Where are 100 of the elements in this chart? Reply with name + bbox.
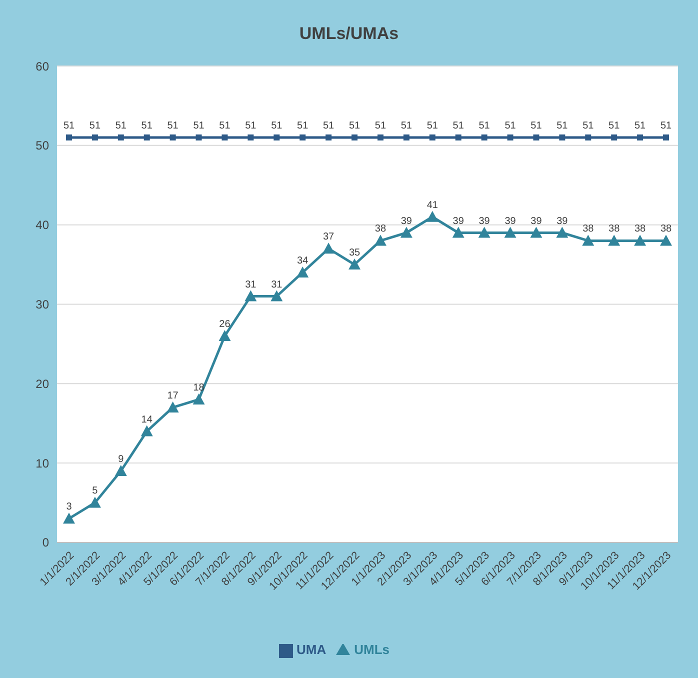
data-label: 51 [608, 120, 620, 132]
y-tick-label: 20 [36, 376, 50, 391]
data-label: 9 [118, 454, 124, 465]
y-tick-label: 30 [36, 297, 50, 312]
data-label: 51 [89, 120, 101, 132]
point [660, 234, 672, 246]
point [196, 134, 202, 140]
data-label: 51 [504, 120, 516, 132]
point [274, 134, 280, 140]
data-label: 39 [478, 216, 490, 227]
point [608, 234, 620, 246]
point [348, 258, 361, 270]
data-label: 39 [400, 216, 412, 227]
data-label: 41 [426, 200, 438, 211]
point [270, 290, 283, 302]
data-label: 37 [323, 232, 335, 243]
data-label: 51 [167, 120, 179, 132]
data-label: 51 [634, 120, 646, 132]
point [507, 134, 514, 140]
point [66, 134, 72, 140]
point [429, 134, 436, 140]
point [634, 234, 646, 246]
data-label: 39 [530, 216, 542, 227]
y-tick-label: 60 [36, 59, 50, 74]
point [326, 134, 332, 140]
data-label: 38 [608, 224, 620, 235]
data-label: 51 [478, 120, 490, 132]
point [377, 134, 384, 140]
point [244, 290, 257, 302]
y-tick-label: 0 [42, 536, 50, 550]
point [222, 134, 228, 140]
point [478, 226, 490, 238]
data-label: 17 [167, 390, 179, 402]
point [403, 134, 410, 140]
data-label: 5 [92, 486, 98, 497]
data-label: 51 [297, 120, 309, 132]
point [92, 134, 98, 140]
point [611, 134, 618, 140]
point [144, 134, 150, 140]
data-label: 35 [348, 248, 361, 259]
point [559, 134, 566, 140]
point [426, 210, 438, 222]
data-label: 51 [374, 120, 386, 132]
point [585, 134, 592, 140]
data-label: 51 [556, 120, 568, 132]
point [322, 242, 335, 254]
data-label: 39 [556, 216, 568, 227]
data-label: 51 [63, 120, 75, 132]
point [218, 330, 231, 341]
point [504, 226, 516, 238]
point [582, 234, 594, 246]
data-label: 14 [141, 414, 153, 426]
data-label: 31 [245, 279, 257, 290]
point [452, 226, 464, 238]
y-tick-label: 50 [36, 138, 50, 153]
point [455, 134, 462, 140]
point [374, 234, 386, 246]
legend-label: UMLs [354, 642, 390, 658]
point [118, 134, 124, 140]
point [663, 134, 669, 140]
data-label: 51 [193, 120, 205, 132]
data-label: 51 [582, 120, 594, 132]
data-label: 39 [504, 216, 516, 227]
data-label: 38 [660, 224, 672, 235]
point [637, 134, 644, 140]
data-label: 51 [452, 120, 464, 132]
point [530, 226, 542, 238]
point [63, 512, 75, 524]
data-label: 51 [530, 120, 542, 132]
data-label: 51 [141, 120, 153, 132]
point [248, 134, 254, 140]
point [296, 266, 309, 278]
legend-label: UMA [296, 642, 326, 658]
y-tick-label: 10 [36, 456, 50, 470]
data-label: 26 [219, 318, 231, 330]
chart-title: UMLs/UMAs [298, 24, 400, 44]
data-label: 31 [271, 279, 283, 290]
data-label: 51 [271, 120, 283, 132]
point [88, 496, 101, 508]
data-label: 51 [400, 120, 412, 132]
data-label: 51 [348, 120, 361, 132]
data-label: 39 [452, 216, 464, 227]
data-label: 51 [323, 120, 335, 132]
point [533, 134, 540, 140]
data-label: 51 [245, 120, 257, 132]
point [114, 464, 127, 476]
point [481, 134, 488, 140]
data-label: 3 [66, 502, 72, 513]
point [556, 226, 568, 238]
point [352, 134, 358, 140]
point [300, 134, 306, 140]
data-label: 38 [374, 224, 386, 235]
data-label: 51 [660, 120, 672, 132]
data-label: 51 [219, 120, 231, 132]
data-label: 51 [426, 120, 438, 132]
y-tick-label: 40 [36, 218, 50, 232]
data-label: 38 [634, 224, 646, 235]
point [400, 226, 412, 238]
point [140, 425, 153, 436]
point [192, 394, 205, 405]
